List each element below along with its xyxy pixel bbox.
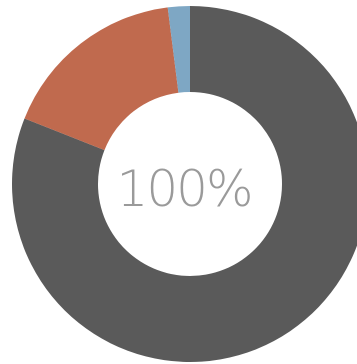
donut-slices bbox=[12, 6, 357, 362]
donut-slice-1 bbox=[12, 6, 357, 362]
donut-slice-3 bbox=[167, 6, 190, 93]
center-percentage-label: 100% bbox=[117, 160, 252, 218]
donut-slice-2 bbox=[24, 7, 179, 151]
